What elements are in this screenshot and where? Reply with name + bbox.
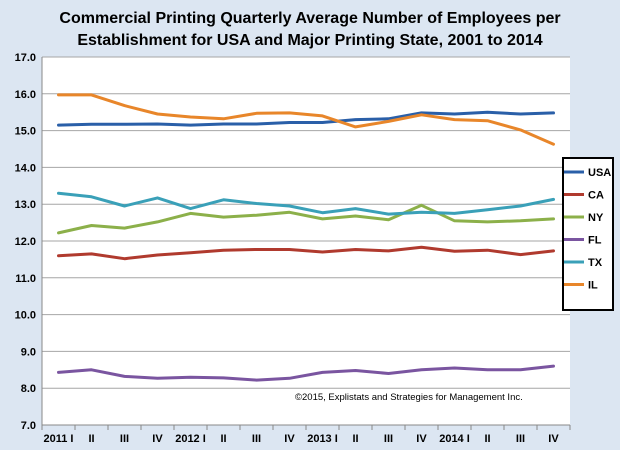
x-tick-label: IV [548,433,559,445]
y-tick-label: 17.0 [15,52,36,64]
y-tick-label: 13.0 [15,199,36,211]
x-tick-label: III [252,433,261,445]
legend: USA CA NY FL TX IL [562,157,614,311]
y-axis-ticks: 7.0 8.0 9.0 10.0 11.0 12.0 13.0 14.0 15.0 16.0 17.… [15,52,36,432]
x-tick-label: II [220,433,226,445]
series-line-fl [57,364,555,382]
x-tick-label: III [516,433,525,445]
series-line-ny [57,203,555,235]
series-lines [57,93,555,382]
x-axis-ticks: 2011 I II III IV 2012 I II III IV 2013 I II III IV 2… [41,425,571,445]
y-tick-label: 15.0 [15,126,36,138]
y-tick-label: 16.0 [15,89,36,101]
y-tick-label: 9.0 [21,346,36,358]
y-tick-label: 11.0 [15,273,36,285]
x-tick-label: II [88,433,94,445]
x-tick-label: IV [152,433,163,445]
y-tick-label: 8.0 [21,383,36,395]
legend-label-fl: FL [588,235,602,247]
chart-title-line2: Establishment for USA and Major Printing… [77,32,542,49]
y-tick-label: 10.0 [15,310,36,322]
x-tick-label: IV [284,433,295,445]
x-tick-label: II [352,433,358,445]
legend-label-tx: TX [588,257,603,269]
y-tick-label: 7.0 [21,420,36,432]
legend-label-usa: USA [588,167,611,179]
y-tick-label: 14.0 [15,162,36,174]
x-tick-label: III [120,433,129,445]
series-line-tx [57,191,555,216]
series-line-ca [57,245,555,261]
x-tick-label: 2012 I [175,433,206,445]
legend-label-ny: NY [588,212,604,224]
series-line-usa [57,110,555,127]
legend-label-il: IL [588,280,598,292]
chart-title-line1: Commercial Printing Quarterly Average Nu… [59,10,560,27]
legend-label-ca: CA [588,190,604,202]
x-tick-label: 2011 I [44,433,74,445]
x-tick-label: IV [416,433,427,445]
copyright-note: ©2015, Explistats and Strategies for Man… [295,392,523,403]
x-tick-label: 2013 I [307,433,338,445]
x-tick-label: 2014 I [439,433,470,445]
series-line-il [57,93,555,146]
y-tick-label: 12.0 [15,236,36,248]
x-tick-label: III [384,433,393,445]
x-tick-label: II [484,433,490,445]
